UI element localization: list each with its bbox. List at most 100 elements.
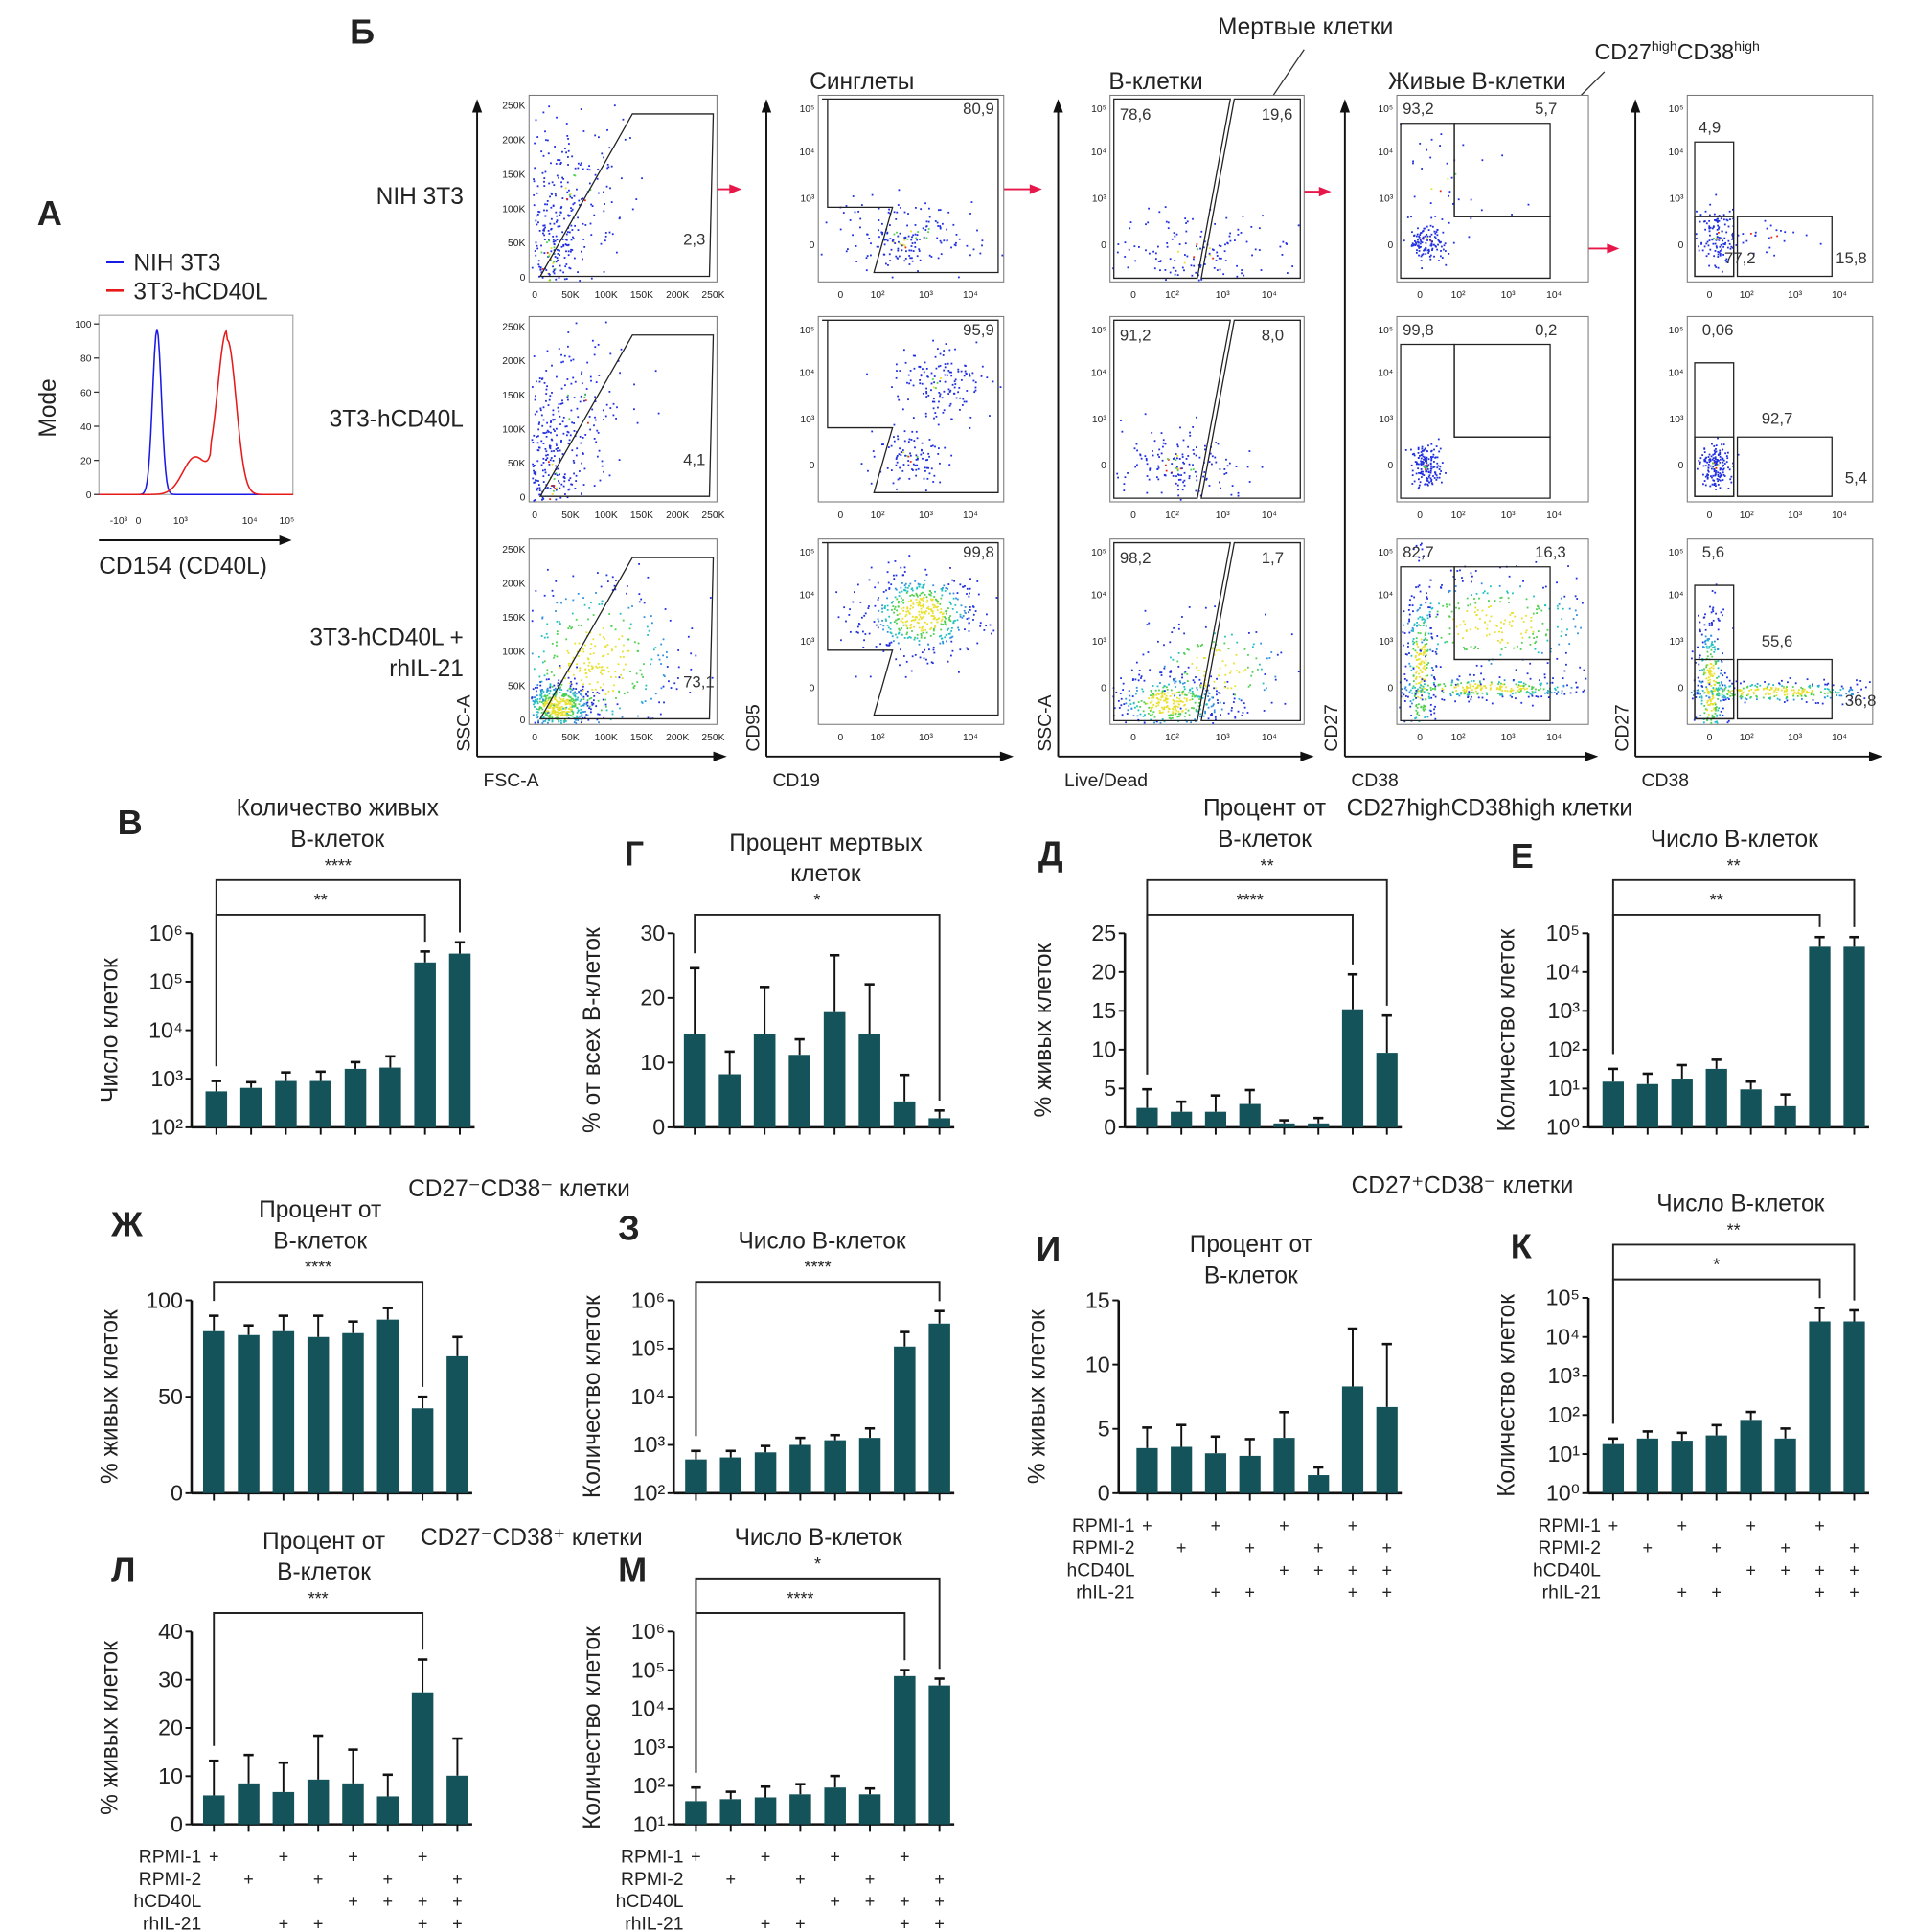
flow-event-dot [551,685,554,688]
flow-event-dot [1164,206,1167,209]
flow-event-dot [910,239,913,241]
flow-event-dot [1485,692,1488,694]
flow-event-dot [1463,648,1466,650]
flow-event-dot [902,655,905,657]
flow-event-dot [1529,643,1532,646]
flow-event-dot [543,381,546,384]
flow-event-dot [531,386,534,388]
y-tick-label: 50K [508,681,525,692]
flow-event-dot [921,382,924,385]
flow-event-dot [543,239,546,240]
flow-event-dot [1727,466,1729,469]
flow-event-dot [1172,474,1175,477]
flow-event-dot [600,709,603,712]
flow-event-dot [1700,681,1703,684]
flow-event-dot [883,607,886,609]
flow-event-dot [1129,694,1131,697]
flow-event-dot [1443,244,1446,247]
flow-event-dot [1421,267,1424,270]
flow-event-dot [1407,646,1409,648]
flow-event-dot [882,443,884,446]
flow-event-dot [1466,686,1468,689]
flow-event-dot [1137,701,1140,703]
flow-event-dot [1500,596,1503,599]
flow-event-dot [1407,695,1409,698]
flow-event-dot [550,247,553,249]
flow-event-dot [604,670,605,672]
flow-event-dot [546,429,549,432]
flow-event-dot [908,555,911,557]
flow-event-dot [1235,653,1238,656]
flow-event-dot [560,245,563,248]
flow-event-dot [590,602,592,604]
flow-event-dot [1556,604,1559,607]
flow-event-dot [569,662,571,665]
flow-event-dot [555,211,558,214]
flow-event-dot [906,631,908,634]
flow-event-dot [561,420,564,423]
flow-event-dot [1426,237,1428,239]
flow-event-dot [1449,693,1451,695]
flow-event-dot [1711,655,1714,658]
flow-event-dot [576,715,578,717]
flow-event-dot [548,398,551,401]
flow-event-dot [1430,480,1432,483]
y-tick-label: 10³ [1379,415,1393,425]
flow-event-dot [1243,706,1246,709]
flow-event-dot [1189,699,1192,701]
x-axis-label: Live/Dead [1064,770,1148,791]
flow-event-dot [884,262,887,265]
flow-event-dot [549,222,552,225]
flow-event-dot [1161,718,1164,720]
flow-event-dot [1565,634,1567,636]
flow-event-dot [585,703,588,706]
flow-event-dot [1179,681,1182,684]
flow-event-dot [1424,716,1426,718]
flow-event-dot [1411,702,1413,705]
flow-event-dot [934,605,937,608]
flow-event-dot [926,607,928,610]
flow-event-dot [541,689,544,692]
flow-event-dot [546,453,549,456]
flow-event-dot [1699,670,1701,671]
flow-event-dot [1419,234,1422,236]
x-tick-label: 10⁴ [1262,733,1277,743]
flow-event-dot [542,497,545,500]
flow-event-dot [933,651,936,654]
flow-event-dot [1408,662,1411,665]
flow-event-dot [1472,673,1475,676]
flow-event-dot [612,690,615,693]
flow-event-dot [555,610,557,612]
flow-event-dot [901,621,904,624]
flow-event-dot [1470,572,1472,575]
flow-event-dot [1429,258,1432,261]
x-tick-label: 0 [1417,290,1423,301]
arrowhead-icon [1339,99,1351,113]
flow-event-dot [901,627,903,630]
flow-event-dot [911,655,914,658]
flow-event-dot [936,621,939,624]
flow-event-dot [1537,651,1540,654]
flow-event-dot [536,136,539,138]
flow-event-dot [593,214,596,216]
flow-event-dot [532,442,535,443]
flow-event-dot [1512,679,1515,681]
flow-event-dot [885,589,887,592]
flow-event-dot [548,182,551,185]
flow-event-dot [869,675,872,678]
flow-event-dot [942,615,945,618]
flow-event-dot [1411,231,1413,234]
flow-event-dot [1148,207,1150,210]
flow-event-dot [860,616,863,619]
flow-event-dot [1436,613,1439,616]
flow-event-dot [1192,449,1195,451]
flow-event-dot [1719,254,1722,257]
flow-event-dot [633,641,636,644]
flow-event-dot [1481,696,1484,699]
flow-event-dot [645,688,647,691]
gate-percentage: 8,0 [1262,327,1284,345]
flow-event-dot [546,669,549,671]
flow-event-dot [538,380,541,383]
flow-event-dot [1120,697,1123,700]
flow-event-dot [548,444,551,447]
